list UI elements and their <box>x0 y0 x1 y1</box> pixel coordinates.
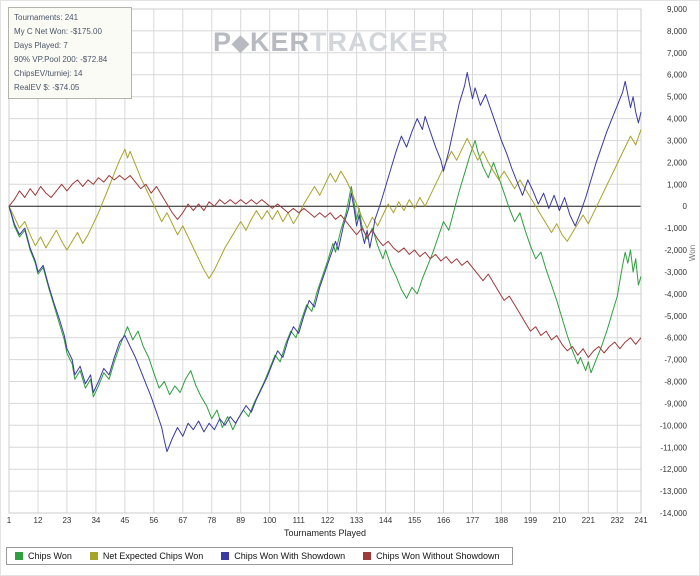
series-line-chips-won-with-showdown <box>8 72 642 453</box>
y-tick-label: -14,000 <box>660 509 688 518</box>
legend-swatch-icon <box>363 552 372 560</box>
y-tick-label: 7,000 <box>667 49 688 58</box>
y-tick-label: 5,000 <box>667 93 688 102</box>
x-tick-label: 67 <box>178 516 187 525</box>
y-tick-label: -13,000 <box>660 487 688 496</box>
x-tick-label: 45 <box>120 516 129 525</box>
x-tick-label: 166 <box>437 516 451 525</box>
legend-item-chips-won: Chips Won <box>15 551 72 561</box>
legend-swatch-icon <box>15 552 23 560</box>
legend-item-chips-won-with-showdown: Chips Won With Showdown <box>221 551 345 561</box>
y-tick-label: 8,000 <box>667 27 688 36</box>
x-tick-label: 177 <box>466 516 480 525</box>
x-tick-label: 144 <box>379 516 393 525</box>
y-tick-label: 3,000 <box>667 137 688 146</box>
y-tick-label: -12,000 <box>660 465 688 474</box>
y-axis-title: Won <box>688 245 697 261</box>
x-tick-label: 12 <box>34 516 43 525</box>
diamond-icon: ◆ <box>232 30 250 55</box>
x-tick-label: 232 <box>611 516 625 525</box>
x-tick-label: 23 <box>62 516 71 525</box>
y-tick-label: 9,000 <box>667 5 688 14</box>
stats-line-5: RealEV $: -$74.05 <box>14 83 80 92</box>
y-tick-label: 2,000 <box>667 158 688 167</box>
legend-item-net-expected-chips-won: Net Expected Chips Won <box>89 551 204 561</box>
y-tick-label: 6,000 <box>667 71 688 80</box>
y-tick-label: 1,000 <box>667 180 688 189</box>
x-tick-label: 1 <box>7 516 12 525</box>
chart-legend: Chips Won Net Expected Chips Won Chips Won… <box>6 547 513 565</box>
x-tick-label: 100 <box>263 516 277 525</box>
y-tick-label: -2,000 <box>664 246 687 255</box>
y-tick-label: -8,000 <box>664 378 687 387</box>
series-line-chips-won <box>8 140 642 431</box>
legend-label: Chips Won <box>28 551 72 561</box>
y-tick-label: -10,000 <box>660 421 688 430</box>
x-tick-label: 155 <box>408 516 422 525</box>
plot-border <box>8 8 642 514</box>
x-tick-label: 133 <box>350 516 364 525</box>
y-tick-label: -4,000 <box>664 290 687 299</box>
x-tick-label: 221 <box>582 516 596 525</box>
pokertracker-watermark: P◆KERTRACKER <box>213 27 449 58</box>
y-tick-label: -6,000 <box>664 334 687 343</box>
legend-swatch-icon <box>221 552 230 560</box>
stats-line-4: ChipsEV/turniej: 14 <box>14 69 83 78</box>
x-axis-title: Tournaments Played <box>284 528 366 538</box>
watermark-text-p: P <box>213 27 233 57</box>
x-tick-label: 241 <box>634 516 648 525</box>
x-tick-label: 199 <box>524 516 538 525</box>
legend-label: Net Expected Chips Won <box>102 551 204 561</box>
x-tick-label: 89 <box>236 516 245 525</box>
y-tick-label: -11,000 <box>660 443 687 452</box>
series-line-net-expected-chips-won <box>8 129 642 279</box>
stats-line-1: My C Net Won: -$175.00 <box>14 27 102 36</box>
watermark-text-ker: KER <box>249 27 310 57</box>
series-line-chips-won-without-showdown <box>8 175 642 358</box>
y-tick-label: -5,000 <box>664 312 687 321</box>
y-tick-label: -7,000 <box>664 356 687 365</box>
x-tick-label: 34 <box>91 516 100 525</box>
legend-label: Chips Won Without Showdown <box>376 551 500 561</box>
summary-stats-box: Tournaments: 241 My C Net Won: -$175.00 Da… <box>8 7 132 99</box>
y-tick-label: 4,000 <box>667 115 688 124</box>
stats-line-2: Days Played: 7 <box>14 41 68 50</box>
y-tick-label: -1,000 <box>664 224 687 233</box>
watermark-text-tracker: TRACKER <box>309 27 449 57</box>
legend-label: Chips Won With Showdown <box>234 551 346 561</box>
x-tick-label: 122 <box>321 516 335 525</box>
legend-swatch-icon <box>89 552 98 560</box>
x-tick-label: 56 <box>149 516 158 525</box>
y-tick-label: -9,000 <box>664 399 687 408</box>
y-tick-label: 0 <box>683 202 688 211</box>
legend-item-chips-won-without-showdown: Chips Won Without Showdown <box>363 551 500 561</box>
x-tick-label: 188 <box>495 516 509 525</box>
x-tick-label: 210 <box>553 516 567 525</box>
stats-line-0: Tournaments: 241 <box>14 13 79 22</box>
x-tick-label: 78 <box>207 516 216 525</box>
y-tick-label: -3,000 <box>664 268 687 277</box>
x-tick-label: 111 <box>293 516 306 525</box>
stats-line-3: 90% VP.Pool 200: -$72.84 <box>14 55 108 64</box>
